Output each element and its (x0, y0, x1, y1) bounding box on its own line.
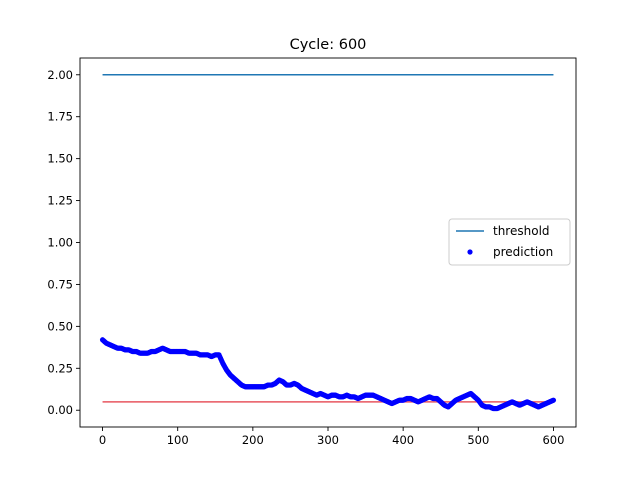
legend-label: threshold (493, 224, 550, 238)
y-tick-label: 1.00 (47, 236, 73, 250)
y-tick-label: 1.50 (47, 152, 73, 166)
x-tick-label: 0 (99, 433, 106, 447)
y-tick-label: 0.75 (47, 277, 73, 291)
y-tick-label: 1.25 (47, 194, 73, 208)
x-tick-label: 100 (167, 433, 189, 447)
y-tick-label: 0.00 (47, 403, 73, 417)
y-tick-label: 0.25 (47, 361, 73, 375)
chart-title: Cycle: 600 (290, 37, 367, 53)
legend-label: prediction (493, 245, 553, 259)
y-tick-label: 2.00 (47, 68, 73, 82)
legend: threshold prediction (448, 218, 571, 266)
plot-area: 0 100 200 300 400 500 600 0.00 0.25 0.50 0.75 1.00 1… (47, 57, 577, 447)
x-tick-label: 600 (542, 433, 564, 447)
x-tick-label: 200 (242, 433, 264, 447)
y-tick-label: 0.50 (47, 319, 73, 333)
x-tick-label: 400 (392, 433, 414, 447)
prediction-point (550, 397, 557, 403)
legend-point-swatch (467, 249, 473, 255)
x-tick-label: 300 (317, 433, 339, 447)
y-tick-label: 1.75 (47, 110, 73, 124)
x-tick-label: 500 (467, 433, 489, 447)
